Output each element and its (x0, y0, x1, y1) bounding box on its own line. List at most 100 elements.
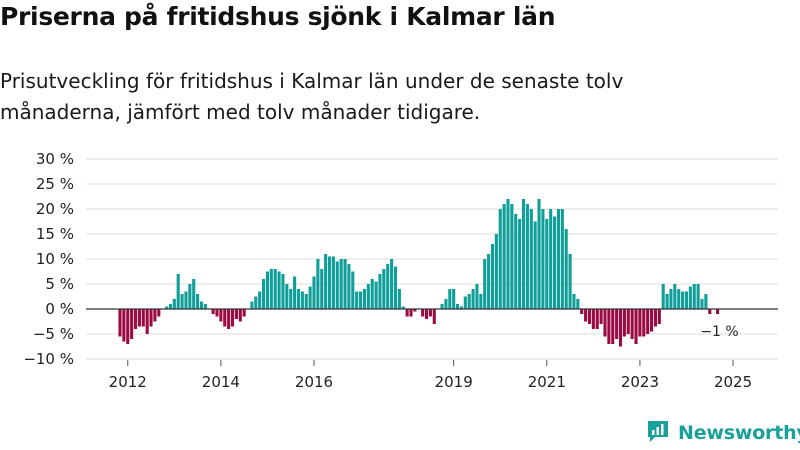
bar (611, 309, 615, 344)
bar (521, 199, 526, 309)
bar (199, 301, 204, 309)
bar (650, 309, 654, 332)
y-tick-label: 25 % (36, 175, 74, 193)
x-tick-label: 2019 (435, 373, 473, 391)
bar (234, 309, 238, 319)
x-tick-label: 2025 (714, 373, 752, 391)
bar (393, 266, 398, 309)
bar (471, 289, 475, 309)
bar (382, 269, 386, 309)
x-tick-label: 2014 (202, 373, 240, 391)
bar (374, 281, 378, 309)
bar (715, 309, 720, 314)
bar (475, 284, 479, 309)
bar (646, 309, 650, 334)
bar (456, 304, 460, 309)
bar (653, 309, 657, 327)
bar (479, 294, 483, 309)
bar (219, 309, 223, 322)
bar (130, 309, 134, 339)
bar (165, 306, 169, 309)
bar (203, 304, 207, 309)
bar (591, 309, 595, 329)
bar (254, 296, 258, 309)
bar (533, 221, 537, 309)
bar (145, 309, 149, 334)
bar (362, 289, 366, 309)
bar (529, 209, 533, 309)
bar (273, 269, 277, 309)
chart-subtitle: Prisutveckling för fritidshus i Kalmar l… (0, 69, 624, 124)
newsworthy-chart-icon (645, 418, 671, 448)
bar (370, 279, 374, 309)
bar (541, 209, 545, 309)
bar (227, 309, 231, 329)
y-tick-label: 15 % (36, 225, 74, 243)
grid-lines (86, 158, 778, 360)
bar (304, 294, 308, 309)
bar (153, 309, 157, 322)
bar (331, 256, 335, 309)
latest-value-annotation: −1 % (700, 324, 738, 340)
bar (638, 309, 642, 337)
bar (564, 229, 568, 309)
bar (603, 309, 607, 337)
bar (316, 259, 320, 309)
bar (211, 309, 215, 314)
bar (366, 284, 370, 309)
bar (242, 309, 246, 317)
brand-name: Newsworthy (678, 422, 800, 444)
y-tick-label: −5 % (33, 325, 74, 343)
bar (665, 294, 669, 309)
bar (700, 299, 704, 309)
bar (467, 294, 471, 309)
bar (122, 309, 126, 342)
bar (607, 309, 611, 344)
bar (549, 209, 553, 309)
y-tick-label: 30 % (36, 150, 74, 168)
bar (463, 296, 467, 309)
bar (483, 259, 487, 309)
x-tick-label: 2012 (109, 373, 147, 391)
bar (265, 271, 269, 309)
bar (188, 284, 192, 309)
bar (584, 309, 588, 322)
newsworthy-logo: Newsworthy (645, 419, 800, 447)
bar (277, 271, 281, 309)
bar (704, 294, 708, 309)
bar (684, 291, 689, 309)
bar (192, 279, 196, 309)
bar (137, 309, 141, 327)
bar (180, 294, 184, 309)
bar (572, 294, 576, 309)
bar (324, 254, 328, 309)
bar (312, 276, 316, 309)
bar (595, 309, 599, 329)
bar (262, 279, 266, 309)
bar (630, 309, 634, 339)
bar (494, 234, 498, 309)
bar (347, 264, 351, 309)
bar (401, 306, 405, 309)
bar (708, 309, 712, 314)
bar (688, 286, 692, 309)
bar (444, 299, 448, 309)
bar (355, 291, 359, 309)
bar (293, 276, 297, 309)
bar (525, 204, 529, 309)
bar (390, 259, 394, 309)
bar (459, 306, 463, 309)
y-tick-label: −10 % (23, 350, 74, 368)
bar (518, 219, 522, 309)
bar (149, 309, 153, 327)
bar (386, 264, 390, 309)
bar (669, 289, 673, 309)
y-tick-label: 10 % (36, 250, 74, 268)
bar (576, 299, 580, 309)
bar (560, 209, 564, 309)
annotation-layer: −1 % (700, 324, 738, 340)
y-tick-label: 0 % (45, 300, 74, 318)
bar (580, 309, 584, 314)
bar (537, 199, 541, 309)
bar (692, 284, 696, 309)
